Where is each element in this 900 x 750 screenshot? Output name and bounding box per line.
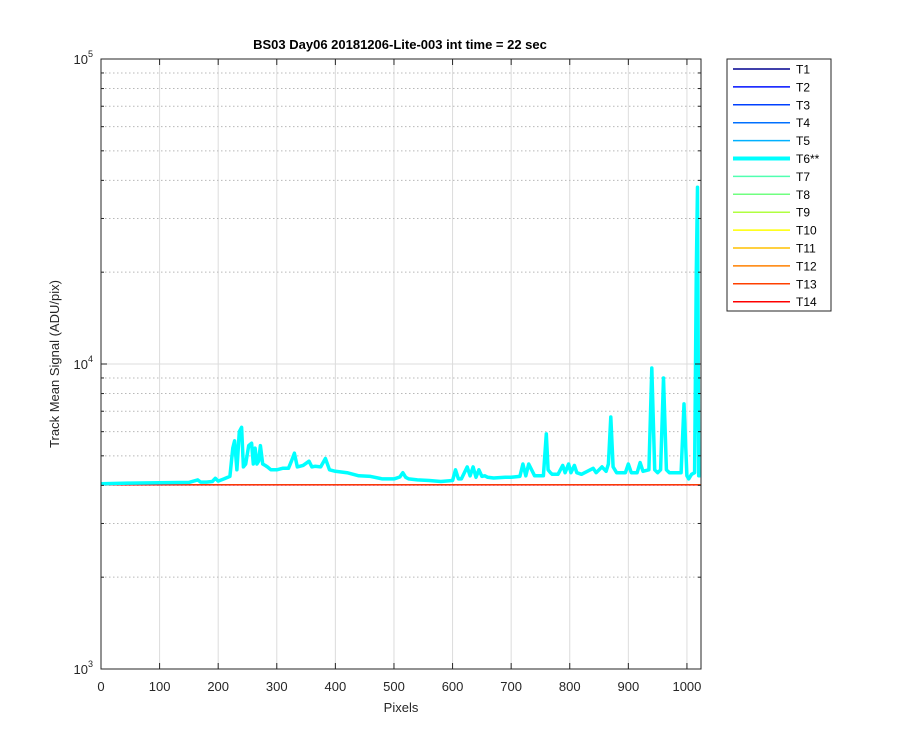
x-tick-label: 0 (97, 679, 104, 694)
x-tick-label: 700 (500, 679, 522, 694)
x-tick-labels: 0 100 200 300 400 500 600 700 800 900 1000 (97, 679, 701, 694)
tick-marks (100, 58, 701, 670)
legend: T1 T2 T3 T4 T5 T6** T7 T8 T9 T10 T11 T12 T13 T14 (726, 58, 832, 312)
legend-label-t3: T3 (796, 98, 810, 112)
legend-label-t12: T12 (796, 259, 817, 273)
chart-title: BS03 Day06 20181206-Lite-003 int time = … (253, 37, 547, 52)
legend-label-t7: T7 (796, 170, 810, 184)
legend-label-t8: T8 (796, 188, 810, 202)
y-tick-label: 104 (74, 354, 93, 372)
x-tick-label: 400 (325, 679, 347, 694)
x-tick-label: 1000 (672, 679, 701, 694)
legend-label-t13: T13 (796, 277, 817, 291)
plot-area (100, 58, 702, 670)
y-axis-label: Track Mean Signal (ADU/pix) (47, 280, 62, 448)
x-axis-label: Pixels (384, 700, 419, 715)
legend-label-t11: T11 (796, 242, 816, 256)
legend-label-t9: T9 (796, 206, 810, 220)
legend-label-t5: T5 (796, 134, 810, 148)
y-tick-labels: 103 104 105 (74, 49, 93, 677)
x-tick-label: 800 (559, 679, 581, 694)
legend-label-t14: T14 (796, 295, 817, 309)
y-tick-label: 105 (74, 49, 93, 67)
x-tick-label: 300 (266, 679, 288, 694)
legend-label-t2: T2 (796, 80, 810, 94)
x-tick-label: 900 (617, 679, 639, 694)
y-tick-label: 103 (74, 659, 93, 677)
x-tick-label: 500 (383, 679, 405, 694)
grid-lines (100, 58, 701, 670)
legend-label-t1: T1 (796, 63, 810, 77)
x-tick-label: 600 (442, 679, 464, 694)
series-line-t6 (100, 185, 701, 486)
series-lines (100, 185, 701, 486)
legend-label-t6: T6** (796, 152, 820, 166)
legend-label-t4: T4 (796, 116, 810, 130)
legend-label-t10: T10 (796, 224, 817, 238)
x-tick-label: 200 (207, 679, 229, 694)
legend-box (726, 58, 832, 312)
x-tick-label: 100 (149, 679, 171, 694)
